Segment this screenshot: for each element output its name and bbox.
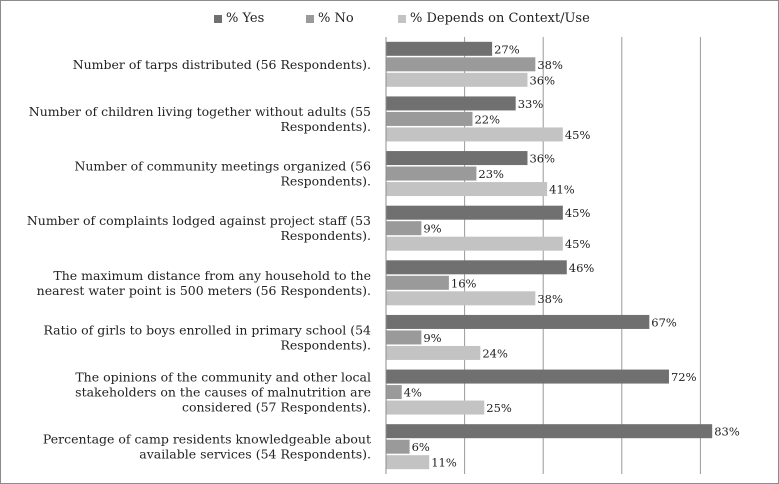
category-label: Number of community meetings organized (… [74, 159, 371, 174]
bar [386, 151, 528, 166]
bar [386, 182, 548, 197]
data-label: 46% [569, 261, 595, 275]
bar [386, 291, 536, 306]
data-label: 11% [431, 456, 457, 470]
bar [386, 330, 422, 345]
category-label: Number of complaints lodged against proj… [27, 213, 371, 228]
category-label: Number of tarps distributed (56 Responde… [73, 57, 371, 72]
legend-label-no: % No [318, 11, 354, 26]
bar [386, 72, 528, 87]
legend-item-no: % No [306, 11, 354, 26]
bar [386, 236, 563, 251]
category-label: stakeholders on the causes of malnutriti… [75, 385, 371, 400]
data-label: 9% [423, 222, 441, 236]
data-label: 38% [537, 58, 563, 72]
data-label: 27% [494, 42, 520, 56]
data-label: 41% [549, 183, 575, 197]
category-label: The maximum distance from any household … [53, 268, 371, 283]
bar [386, 205, 563, 220]
data-label: 25% [486, 401, 512, 415]
bar [386, 260, 567, 275]
category-label: Respondents). [280, 337, 371, 352]
category-label: Number of children living together witho… [29, 104, 371, 119]
data-label: 23% [478, 167, 504, 181]
data-label: 16% [451, 276, 477, 290]
data-label: 45% [565, 128, 591, 142]
data-label: 67% [651, 315, 677, 329]
bar [386, 439, 410, 454]
bar [386, 455, 430, 470]
legend-swatch-yes [214, 14, 222, 23]
data-label: 36% [529, 152, 555, 166]
bar [386, 111, 473, 126]
data-label: 45% [565, 237, 591, 251]
data-label: 9% [423, 331, 441, 345]
legend-swatch-no [306, 14, 314, 23]
bar [386, 41, 493, 56]
bar [386, 314, 650, 329]
bar [386, 345, 481, 360]
legend-swatch-depends [398, 14, 406, 23]
category-label: Respondents). [280, 119, 371, 134]
data-label: 45% [565, 206, 591, 220]
legend-item-yes: % Yes [214, 11, 264, 26]
data-label: 24% [482, 346, 508, 360]
data-label: 72% [671, 370, 697, 384]
bar [386, 369, 669, 384]
category-label: considered (57 Respondents). [182, 400, 371, 415]
bar [386, 221, 422, 236]
bar [386, 96, 516, 111]
category-label: The opinions of the community and other … [75, 370, 371, 385]
legend-label-yes: % Yes [226, 11, 265, 26]
category-label: Percentage of camp residents knowledgeab… [43, 432, 371, 447]
bar [386, 400, 485, 415]
category-label: Respondents). [280, 228, 371, 243]
data-label: 83% [714, 425, 740, 439]
category-label: Ratio of girls to boys enrolled in prima… [43, 322, 371, 337]
category-label: Respondents). [280, 174, 371, 189]
bar [386, 424, 713, 439]
data-label: 33% [518, 97, 544, 111]
data-label: 38% [537, 292, 563, 306]
legend-item-depends: % Depends on Context/Use [398, 11, 590, 26]
legend-label-depends: % Depends on Context/Use [410, 11, 590, 26]
bar [386, 166, 477, 181]
bar [386, 127, 563, 142]
bar [386, 275, 449, 290]
data-label: 22% [474, 112, 500, 126]
bar [386, 385, 402, 400]
data-label: 6% [412, 440, 430, 454]
bar [386, 57, 536, 72]
data-label: 4% [404, 386, 422, 400]
category-label: nearest water point is 500 meters (56 Re… [37, 283, 371, 298]
category-label: available services (54 Respondents). [139, 447, 371, 462]
data-label: 36% [529, 73, 555, 87]
